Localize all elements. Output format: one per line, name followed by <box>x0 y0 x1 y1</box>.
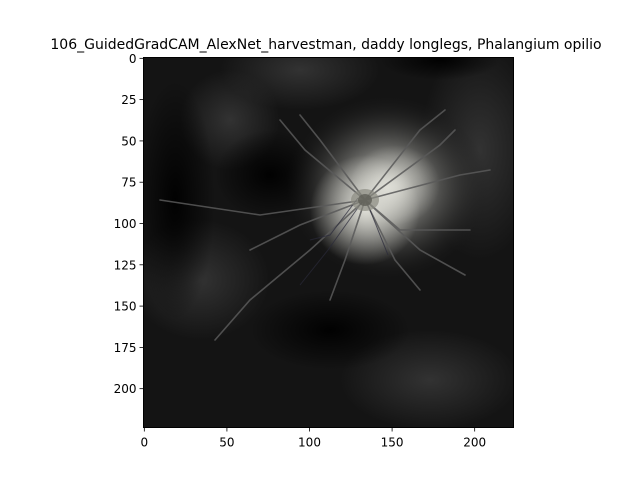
x-tick-label: 50 <box>219 436 234 450</box>
heatmap-image <box>143 57 514 428</box>
y-tick-label: 100 <box>114 217 137 231</box>
x-tick-label: 150 <box>381 436 404 450</box>
y-tick-label: 50 <box>121 134 136 148</box>
y-tick-label: 175 <box>114 341 137 355</box>
y-tick-label: 0 <box>129 52 137 66</box>
x-tick-label: 200 <box>463 436 486 450</box>
y-tick-label: 200 <box>114 382 137 396</box>
y-axis: 0 25 50 75 100 125 150 175 200 <box>114 52 144 396</box>
y-tick-label: 25 <box>121 93 136 107</box>
x-axis: 0 50 100 150 200 <box>141 427 486 450</box>
y-tick-label: 125 <box>114 258 137 272</box>
figure-title: 106_GuidedGradCAM_AlexNet_harvestman, da… <box>50 37 601 53</box>
y-tick-label: 150 <box>114 300 137 314</box>
x-tick-label: 100 <box>298 436 321 450</box>
x-tick-label: 0 <box>141 436 149 450</box>
y-tick-label: 75 <box>121 176 136 190</box>
image-frame <box>143 57 514 428</box>
